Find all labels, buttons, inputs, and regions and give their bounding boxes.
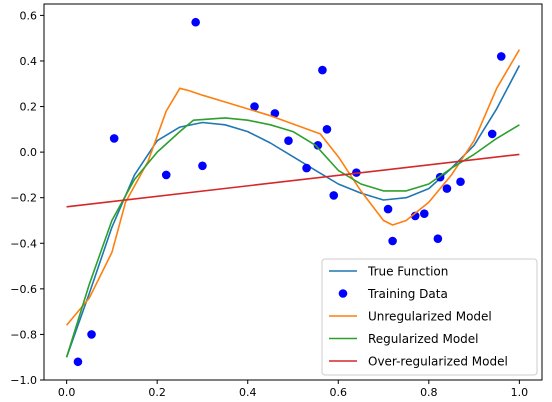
legend-label-over-regularized-model: Over-regularized Model: [368, 355, 508, 369]
y-tick-label: 0.4: [20, 55, 38, 68]
training-data-point: [322, 125, 332, 134]
y-tick-label: 0.2: [20, 101, 38, 114]
x-tick-label: 0.0: [58, 386, 76, 399]
legend-swatch-training-data: [338, 289, 348, 298]
training-data-point: [456, 177, 465, 187]
plot-series: [65, 17, 521, 367]
training-data-point: [419, 209, 429, 218]
x-tick-label: 0.4: [239, 386, 257, 399]
training-data-point: [270, 109, 280, 118]
training-data-point: [284, 136, 293, 146]
training-data-point: [433, 234, 443, 244]
y-tick-label: −0.4: [10, 237, 37, 250]
training-data-point: [313, 140, 323, 150]
training-data-point: [161, 170, 171, 180]
training-data-point: [388, 236, 397, 246]
training-data-point: [318, 65, 327, 75]
unregularized-model-line: [65, 49, 521, 326]
y-tick-label: −0.6: [10, 283, 37, 296]
plot-frame: [43, 3, 543, 381]
training-data-point: [87, 330, 96, 339]
legend-label-true-function: True Function: [367, 265, 448, 279]
training-data-point: [302, 163, 311, 173]
y-tick-label: −0.2: [10, 192, 37, 205]
axes: 0.0 0.2 0.4 0.6 0.8 1.0 −1.0 −0.8 −0.6 −0.4 −0.2 0.…: [10, 9, 528, 399]
regularized-model-line: [65, 117, 520, 358]
x-tick-label: 0.6: [330, 386, 348, 399]
legend-label-unregularized-model: Unregularized Model: [368, 310, 492, 324]
training-data-point: [329, 191, 339, 200]
over-regularized-model-line: [66, 153, 520, 208]
x-tick-label: 0.2: [148, 386, 166, 399]
y-tick-label: 0.0: [20, 146, 38, 159]
training-data-point: [73, 357, 83, 367]
training-data-point: [496, 52, 506, 61]
training-data-point: [383, 204, 393, 214]
training-data-point: [250, 102, 259, 111]
legend-label-regularized-model: Regularized Model: [368, 332, 479, 346]
training-data-point: [191, 17, 200, 27]
y-tick-label: −0.8: [10, 328, 37, 341]
training-data-point: [109, 134, 119, 143]
x-tick-label: 0.8: [420, 386, 438, 399]
y-tick-label: −1.0: [10, 374, 37, 387]
legend-label-training-data: Training Data: [367, 287, 448, 301]
legend-box: [321, 258, 538, 376]
legend: True Function Training Data Unregularized …: [321, 258, 538, 376]
training-data-point: [410, 211, 420, 221]
training-data-point: [442, 184, 452, 193]
true-function-line: [65, 65, 521, 358]
y-tick-label: 0.6: [20, 9, 38, 22]
training-data-point: [198, 161, 207, 171]
x-tick-label: 1.0: [511, 386, 529, 399]
training-data-point: [487, 129, 497, 139]
